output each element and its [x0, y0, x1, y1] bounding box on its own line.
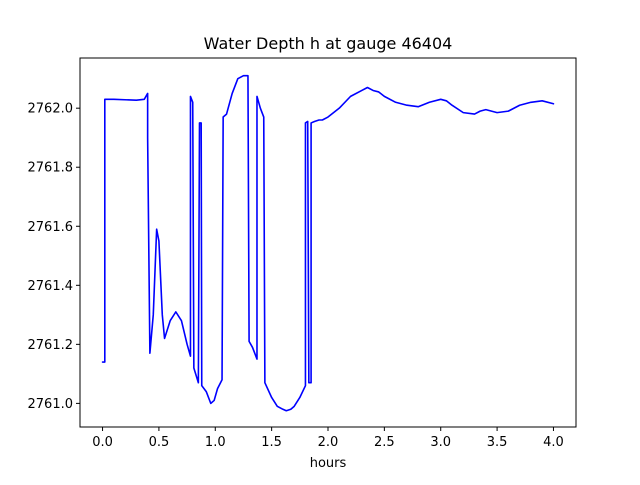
series-line-0 [101, 74, 555, 412]
y-tick-label: 2761.0 [28, 397, 74, 412]
x-tick-label: 1.5 [261, 435, 282, 450]
x-tick-label: 3.5 [487, 435, 508, 450]
x-tick-label: 2.0 [318, 435, 339, 450]
x-tick-label: 0.5 [149, 435, 170, 450]
y-axis: 2761.0 2761.2 2761.4 2761.6 2761.8 2762.0 [28, 102, 80, 412]
x-tick-label: 1.0 [205, 435, 226, 450]
y-tick-label: 2761.4 [28, 279, 74, 294]
plot-area [101, 74, 555, 412]
y-tick-label: 2761.6 [28, 220, 74, 235]
y-tick-label: 2762.0 [28, 102, 74, 117]
y-tick-label: 2761.8 [28, 161, 74, 176]
x-axis-label: hours [310, 456, 347, 471]
x-tick-label: 3.0 [430, 435, 451, 450]
y-tick-label: 2761.2 [28, 338, 74, 353]
x-axis: 0.0 0.5 1.0 1.5 2.0 2.5 3.0 3.5 4.0 [92, 427, 564, 450]
x-tick-label: 2.5 [374, 435, 395, 450]
x-tick-label: 4.0 [543, 435, 564, 450]
x-tick-label: 0.0 [92, 435, 113, 450]
chart-title: Water Depth h at gauge 46404 [204, 34, 453, 53]
